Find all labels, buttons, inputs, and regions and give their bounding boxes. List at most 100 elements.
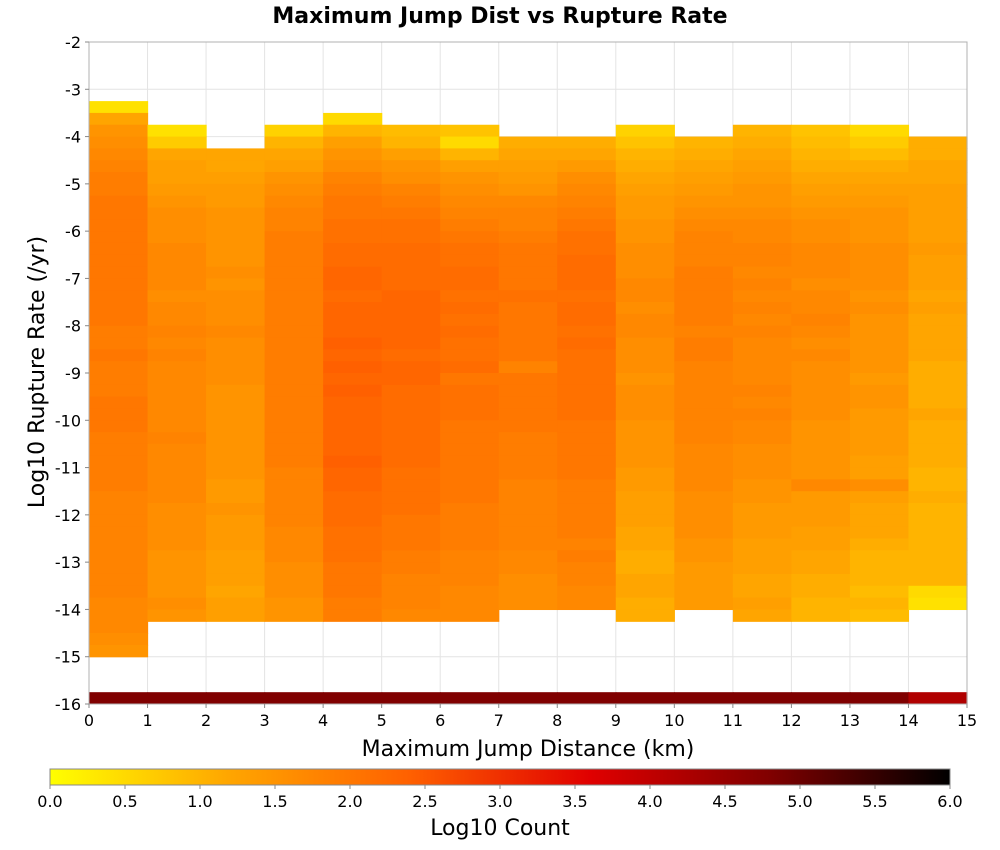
heatmap-cell xyxy=(381,373,441,386)
heatmap-cell xyxy=(147,361,207,374)
y-tick-label: -11 xyxy=(55,459,81,478)
heatmap-cell xyxy=(557,136,617,149)
y-tick-label: -7 xyxy=(65,269,81,288)
heatmap-cell xyxy=(791,479,851,492)
heatmap-cell xyxy=(89,479,149,492)
heatmap-cell xyxy=(557,573,617,587)
heatmap-cell xyxy=(615,585,675,599)
heatmap-cell xyxy=(89,621,149,634)
y-tick-label: -2 xyxy=(65,33,81,52)
heatmap-cell xyxy=(147,254,207,268)
heatmap-cell xyxy=(615,420,675,433)
heatmap-cell xyxy=(323,112,383,126)
heatmap-cell xyxy=(849,148,910,161)
heatmap-cell xyxy=(849,361,910,374)
heatmap-cell xyxy=(147,408,207,421)
heatmap-cell xyxy=(849,266,910,280)
heatmap-cell xyxy=(147,538,207,551)
heatmap-cell xyxy=(908,242,968,256)
heatmap-cell xyxy=(791,562,851,575)
heatmap-cell xyxy=(89,514,149,528)
heatmap-cell xyxy=(381,585,441,599)
heatmap-cell xyxy=(381,408,441,421)
heatmap-cell xyxy=(615,148,675,161)
heatmap-cell xyxy=(849,290,910,303)
x-tick-label: 5 xyxy=(377,711,387,730)
heatmap-cell xyxy=(615,384,675,398)
heatmap-cell xyxy=(791,420,851,433)
heatmap-cell xyxy=(615,550,675,563)
heatmap-cell xyxy=(381,514,441,528)
heatmap-cell xyxy=(732,550,792,563)
heatmap-cell xyxy=(674,443,734,457)
heatmap-cell xyxy=(557,491,617,504)
heatmap-cell xyxy=(615,172,675,185)
heatmap-cell xyxy=(498,455,558,469)
heatmap-cell xyxy=(849,160,910,173)
heatmap-cell xyxy=(264,290,324,303)
heatmap-cell xyxy=(674,254,734,268)
colorbar-tick-label: 0.5 xyxy=(112,792,137,811)
heatmap-cell xyxy=(147,585,207,599)
heatmap-cell xyxy=(381,420,441,433)
heatmap-cell xyxy=(440,148,500,161)
heatmap-cell xyxy=(732,242,792,256)
heatmap-cell xyxy=(674,408,734,421)
heatmap-cell xyxy=(323,585,383,599)
heatmap-cell xyxy=(908,254,968,268)
heatmap-cell xyxy=(498,302,558,315)
heatmap-cell xyxy=(908,302,968,315)
colorbar-tick-label: 1.5 xyxy=(262,792,287,811)
heatmap-cell xyxy=(264,443,324,457)
heatmap-cell xyxy=(498,491,558,504)
heatmap-cell xyxy=(557,183,617,197)
heatmap-cell xyxy=(498,467,558,480)
heatmap-cell xyxy=(323,195,383,209)
heatmap-cell xyxy=(908,538,968,551)
heatmap-cell xyxy=(674,514,734,528)
heatmap-cell xyxy=(206,219,266,232)
heatmap-cell xyxy=(323,408,383,421)
y-tick-label: -12 xyxy=(55,506,81,525)
heatmap-cell xyxy=(849,432,910,445)
heatmap-cell xyxy=(89,373,149,386)
heatmap-cell xyxy=(908,231,968,244)
heatmap-cell xyxy=(264,479,324,492)
heatmap-cell xyxy=(147,136,207,149)
heatmap-cell xyxy=(557,526,617,540)
heatmap-cell xyxy=(674,219,734,232)
heatmap-cell xyxy=(89,443,149,457)
heatmap-cell xyxy=(615,349,675,362)
heatmap-cell xyxy=(264,526,324,540)
heatmap-cell xyxy=(264,313,324,327)
heatmap-cell xyxy=(732,195,792,209)
heatmap-cell xyxy=(89,302,149,315)
heatmap-cell xyxy=(381,526,441,540)
heatmap-cell xyxy=(908,172,968,185)
heatmap-cell xyxy=(147,325,207,339)
heatmap-cell xyxy=(89,491,149,504)
heatmap-cell xyxy=(674,538,734,551)
y-axis-label: Log10 Rupture Rate (/yr) xyxy=(25,236,50,508)
heatmap-cell xyxy=(381,160,441,173)
heatmap-cell xyxy=(323,562,383,575)
heatmap-cell xyxy=(908,526,968,540)
heatmap-cell xyxy=(791,432,851,445)
heatmap-cell xyxy=(732,514,792,528)
heatmap-cell-bottom xyxy=(323,692,383,704)
heatmap-cell-bottom xyxy=(89,692,149,704)
colorbar-ticks: 0.0 0.5 1.0 1.5 2.0 2.5 3.0 3.5 4.0 4.5 5.0 5.5 6.0 xyxy=(37,785,963,811)
heatmap-cell xyxy=(849,503,910,516)
heatmap-cell xyxy=(674,491,734,504)
y-tick-label: -15 xyxy=(55,648,81,667)
heatmap-cell xyxy=(323,609,383,622)
heatmap-cell xyxy=(264,278,324,291)
heatmap-cell xyxy=(791,337,851,350)
heatmap-cell xyxy=(557,443,617,457)
x-tick-label: 6 xyxy=(435,711,445,730)
heatmap-cell xyxy=(206,503,266,516)
heatmap-cell xyxy=(323,313,383,327)
y-tick-label: -8 xyxy=(65,317,81,336)
heatmap-cell xyxy=(264,373,324,386)
heatmap-cell xyxy=(147,443,207,457)
